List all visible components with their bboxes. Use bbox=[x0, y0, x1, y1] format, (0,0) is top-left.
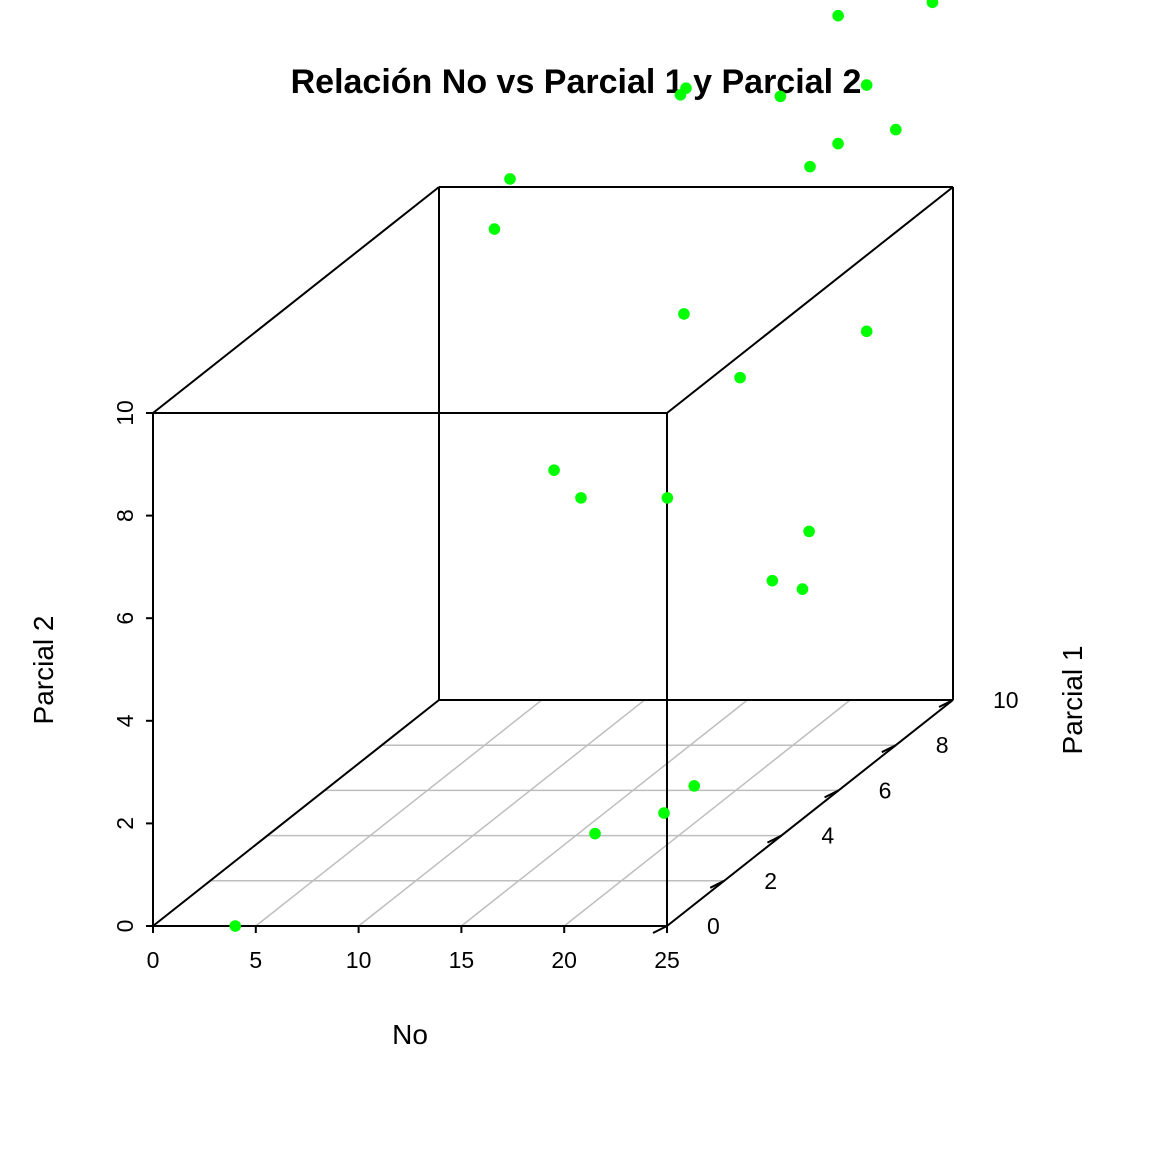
x-tick-label: 15 bbox=[449, 947, 475, 973]
box-edge bbox=[152, 699, 440, 927]
data-point bbox=[229, 920, 242, 932]
data-point bbox=[796, 583, 809, 595]
grid-line-x bbox=[563, 699, 851, 927]
y-tick bbox=[652, 925, 668, 934]
x-tick-label: 10 bbox=[346, 947, 372, 973]
data-point bbox=[661, 492, 674, 504]
data-point bbox=[589, 827, 601, 840]
grid-line-x bbox=[358, 699, 646, 927]
box-edge bbox=[666, 186, 954, 414]
data-point bbox=[678, 308, 690, 320]
x-tick-label: 25 bbox=[654, 947, 680, 973]
data-point bbox=[766, 574, 779, 587]
x-tick-label: 20 bbox=[551, 947, 577, 973]
grid-line-x bbox=[460, 699, 748, 927]
x-axis-label: No bbox=[392, 1019, 428, 1050]
box-edge bbox=[666, 699, 954, 927]
data-point bbox=[804, 160, 816, 173]
data-point bbox=[688, 780, 701, 792]
bottom-plane-grid bbox=[210, 699, 896, 927]
data-point bbox=[575, 492, 587, 504]
data-point bbox=[860, 79, 873, 91]
data-point bbox=[488, 223, 501, 235]
z-tick-label: 0 bbox=[112, 920, 138, 933]
y-tick-label: 6 bbox=[879, 777, 892, 803]
z-tick-label: 6 bbox=[112, 612, 138, 625]
z-tick-label: 10 bbox=[112, 400, 138, 426]
data-point bbox=[926, 0, 939, 9]
data-point bbox=[832, 9, 844, 22]
data-point bbox=[803, 525, 815, 538]
y-axis-label: Parcial 1 bbox=[1057, 646, 1088, 755]
y-tick-label: 0 bbox=[707, 913, 720, 939]
plot-box bbox=[152, 186, 954, 927]
y-tick-label: 8 bbox=[936, 732, 949, 758]
data-point bbox=[832, 137, 844, 150]
data-points bbox=[229, 0, 939, 932]
data-point bbox=[658, 807, 670, 819]
y-tick bbox=[938, 699, 954, 708]
data-point bbox=[774, 90, 787, 103]
data-point bbox=[548, 464, 560, 476]
z-tick-label: 2 bbox=[112, 817, 138, 830]
y-tick bbox=[881, 744, 897, 754]
z-tick-label: 4 bbox=[112, 714, 138, 727]
y-tick-label: 4 bbox=[821, 823, 834, 849]
data-point bbox=[734, 371, 746, 384]
chart-title: Relación No vs Parcial 1 y Parcial 2 bbox=[291, 63, 862, 101]
data-point bbox=[860, 325, 873, 338]
z-axis-label: Parcial 2 bbox=[28, 616, 59, 725]
x-tick-label: 5 bbox=[249, 947, 262, 973]
y-tick-label: 10 bbox=[993, 687, 1019, 713]
y-tick-label: 2 bbox=[764, 868, 777, 894]
y-tick bbox=[824, 789, 840, 799]
box-edge bbox=[152, 186, 440, 414]
y-tick bbox=[766, 834, 782, 844]
axis-ticks: 0 5 10 15 20 25 0 2 4 6 8 10 0 2 4 6 8 10 bbox=[112, 400, 1019, 973]
grid-line-x bbox=[255, 699, 543, 927]
x-tick-label: 0 bbox=[147, 947, 160, 973]
data-point bbox=[890, 123, 902, 136]
data-point bbox=[674, 89, 687, 101]
z-tick-label: 8 bbox=[112, 509, 138, 522]
data-point bbox=[504, 173, 516, 185]
y-tick bbox=[709, 879, 725, 889]
